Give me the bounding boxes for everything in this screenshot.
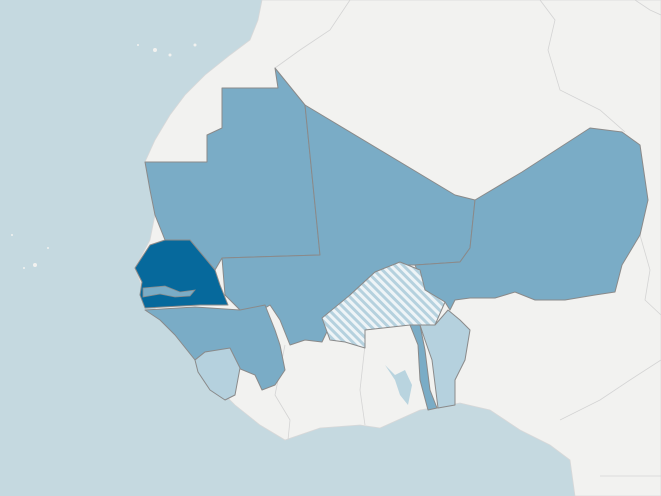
lake-volta bbox=[385, 365, 412, 405]
neighbor-borders bbox=[274, 0, 661, 477]
region-burkina-faso[interactable] bbox=[321, 261, 446, 349]
islands bbox=[11, 43, 197, 269]
region-gambia bbox=[142, 285, 196, 298]
region-togo[interactable] bbox=[409, 324, 438, 411]
region-sierra-leone[interactable] bbox=[194, 347, 241, 401]
region-guinea[interactable] bbox=[144, 304, 286, 391]
region-benin[interactable] bbox=[419, 309, 471, 409]
